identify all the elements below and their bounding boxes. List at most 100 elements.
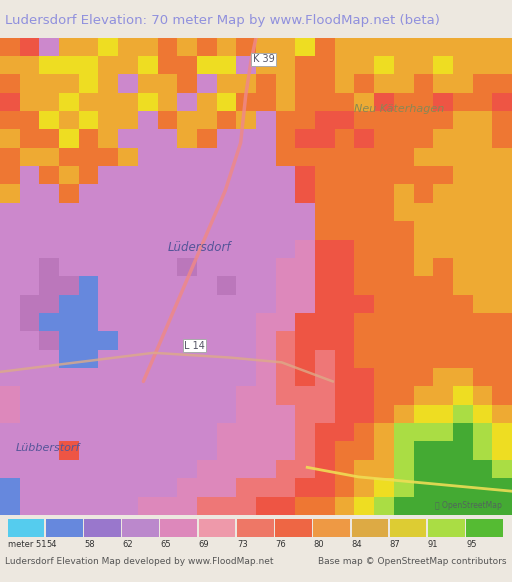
Bar xyxy=(335,56,355,74)
Bar xyxy=(217,350,237,368)
Bar xyxy=(394,240,414,258)
Bar xyxy=(394,93,414,111)
Bar xyxy=(453,350,473,368)
Bar xyxy=(453,404,473,423)
Bar xyxy=(394,56,414,74)
Bar xyxy=(493,258,512,276)
Bar xyxy=(374,423,394,442)
Bar xyxy=(275,519,312,537)
Bar xyxy=(158,404,178,423)
Bar xyxy=(177,166,197,184)
Bar xyxy=(19,331,39,350)
Bar xyxy=(217,442,237,460)
Bar xyxy=(335,294,355,313)
Bar xyxy=(354,331,374,350)
Bar xyxy=(394,331,414,350)
Bar xyxy=(0,404,20,423)
Text: L 14: L 14 xyxy=(184,340,205,350)
Bar xyxy=(79,74,99,93)
Bar xyxy=(237,203,256,221)
Bar xyxy=(0,240,20,258)
Bar xyxy=(335,478,355,496)
Text: Base map © OpenStreetMap contributors: Base map © OpenStreetMap contributors xyxy=(318,557,507,566)
Bar xyxy=(256,93,276,111)
Bar xyxy=(275,203,295,221)
Bar xyxy=(275,240,295,258)
Bar xyxy=(374,404,394,423)
Bar xyxy=(354,258,374,276)
Bar xyxy=(394,111,414,130)
Bar xyxy=(354,368,374,386)
Bar xyxy=(414,496,434,515)
Bar xyxy=(354,184,374,203)
Bar xyxy=(177,38,197,56)
Bar xyxy=(315,423,335,442)
Bar xyxy=(473,148,493,166)
Bar xyxy=(237,368,256,386)
Bar xyxy=(295,478,315,496)
Bar xyxy=(158,166,178,184)
Bar xyxy=(39,368,59,386)
Bar xyxy=(315,56,335,74)
Bar xyxy=(295,148,315,166)
Bar xyxy=(453,166,473,184)
Bar xyxy=(354,460,374,478)
Bar xyxy=(217,203,237,221)
Bar xyxy=(473,93,493,111)
Bar xyxy=(138,404,158,423)
Bar xyxy=(39,386,59,405)
Bar xyxy=(414,478,434,496)
Bar xyxy=(39,93,59,111)
Bar xyxy=(354,276,374,295)
Bar xyxy=(98,166,118,184)
Bar xyxy=(39,423,59,442)
Bar xyxy=(118,386,138,405)
Bar xyxy=(414,331,434,350)
Bar xyxy=(295,38,315,56)
Bar xyxy=(433,442,453,460)
Bar xyxy=(19,478,39,496)
Bar xyxy=(237,74,256,93)
Bar xyxy=(453,276,473,295)
Text: 65: 65 xyxy=(160,540,171,549)
Bar xyxy=(138,93,158,111)
Bar xyxy=(217,423,237,442)
Bar xyxy=(493,404,512,423)
Bar xyxy=(158,331,178,350)
Bar xyxy=(59,276,79,295)
Bar xyxy=(256,331,276,350)
Bar xyxy=(493,276,512,295)
Bar xyxy=(217,240,237,258)
Bar xyxy=(414,221,434,240)
Bar xyxy=(256,203,276,221)
Bar xyxy=(0,368,20,386)
Bar xyxy=(453,38,473,56)
Bar xyxy=(197,368,217,386)
Bar xyxy=(217,184,237,203)
Bar xyxy=(414,350,434,368)
Text: Lüdersdorf: Lüdersdorf xyxy=(168,242,231,254)
Bar xyxy=(374,221,394,240)
Bar xyxy=(237,519,273,537)
Bar xyxy=(0,294,20,313)
Bar xyxy=(59,221,79,240)
Bar xyxy=(138,350,158,368)
Bar xyxy=(256,386,276,405)
Bar xyxy=(374,460,394,478)
Bar xyxy=(19,368,39,386)
Bar xyxy=(158,258,178,276)
Bar xyxy=(374,129,394,148)
Bar xyxy=(493,184,512,203)
Bar xyxy=(19,460,39,478)
Bar xyxy=(473,423,493,442)
Bar xyxy=(118,93,138,111)
Bar xyxy=(295,386,315,405)
Bar xyxy=(295,313,315,332)
Bar xyxy=(394,350,414,368)
Bar xyxy=(8,519,45,537)
Bar xyxy=(19,258,39,276)
Bar xyxy=(39,350,59,368)
Bar xyxy=(295,496,315,515)
Bar xyxy=(453,423,473,442)
Bar xyxy=(59,166,79,184)
